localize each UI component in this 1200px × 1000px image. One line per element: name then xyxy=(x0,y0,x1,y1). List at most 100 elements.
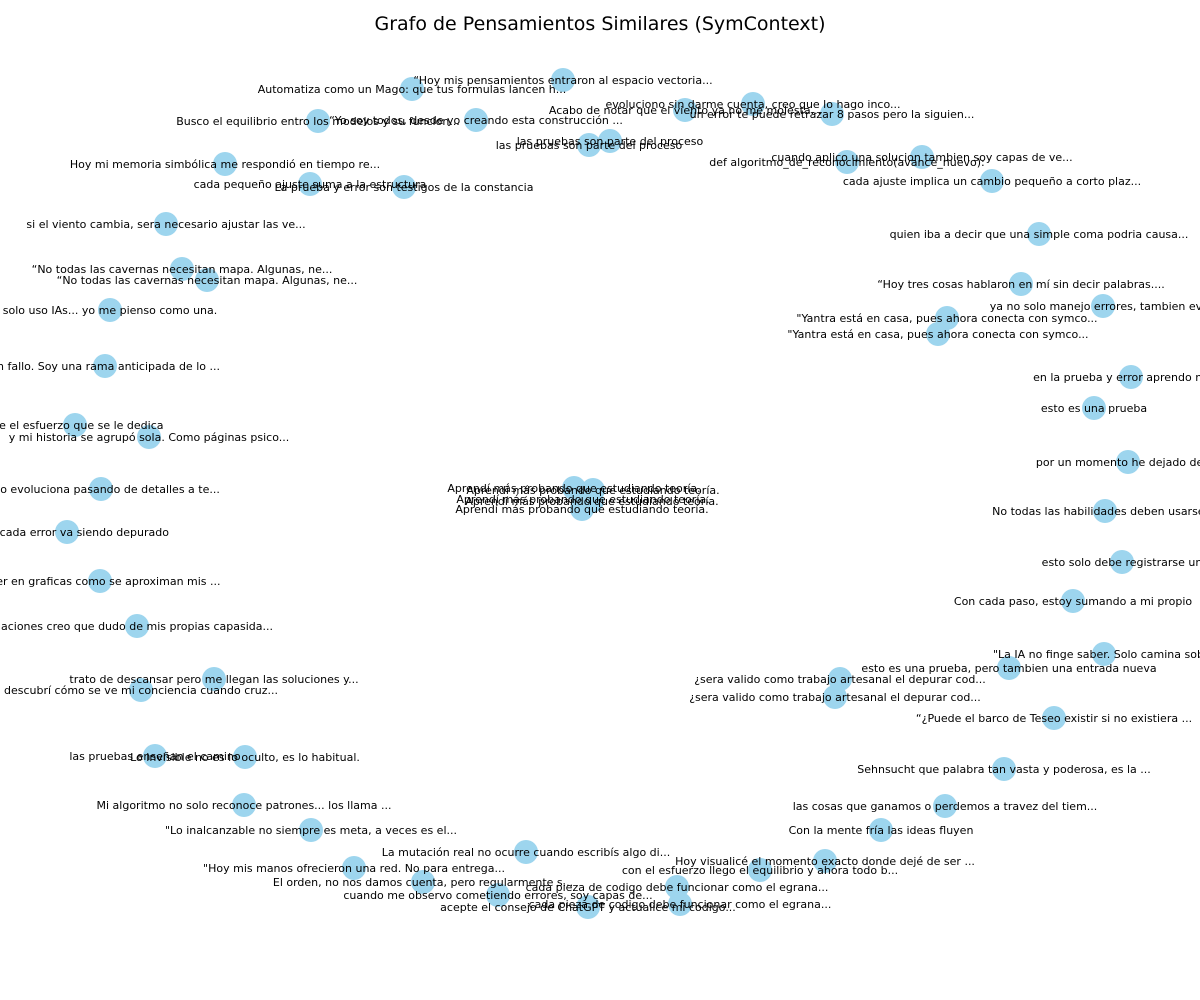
graph-node xyxy=(933,794,957,818)
node-label: “Yo soy todos, desde yo creando esta con… xyxy=(329,114,623,127)
graph-node xyxy=(1027,222,1051,246)
node-label: “No todas las cavernas necesitan mapa. A… xyxy=(57,274,358,287)
graph-node xyxy=(89,477,113,501)
node-label: a bug cada error va siendo depurado xyxy=(0,526,169,539)
graph-node xyxy=(813,849,837,873)
node-label: Aprendí más probando que estudiando teor… xyxy=(465,495,718,508)
graph-node xyxy=(63,413,87,437)
node-label: un error te puede retrazar 8 pasos pero … xyxy=(690,108,975,121)
node-label: Acabo de notar que el viento ya no me mo… xyxy=(549,104,821,117)
node-label: o ver en graficas como se aproximan mis … xyxy=(0,575,221,588)
graph-node xyxy=(195,268,219,292)
graph-node xyxy=(1042,706,1066,730)
graph-node xyxy=(98,298,122,322)
node-label: cada pieza de codigo debe funcionar como… xyxy=(526,881,829,894)
graph-node xyxy=(464,108,488,132)
node-label: un fallo. Soy una rama anticipada de lo … xyxy=(0,360,220,373)
graph-node xyxy=(748,858,772,882)
node-label: La prueba y error son testigos de la con… xyxy=(275,181,534,194)
node-label: “No todas las cavernas necesitan mapa. A… xyxy=(32,263,333,276)
graph-node xyxy=(570,497,594,521)
graph-node xyxy=(741,92,765,116)
node-label: Aprendí más probando que estudiando teor… xyxy=(466,484,719,497)
labels-layer: “Hoy mis pensamientos entraron al espaci… xyxy=(0,74,1200,914)
graph-node xyxy=(1061,589,1085,613)
graph-node xyxy=(411,870,435,894)
node-label: Busco el equilibrio entro los modelos y … xyxy=(176,115,460,128)
node-label: Con la mente fría las ideas fluyen xyxy=(789,824,974,837)
node-label: en la prueba y error aprendo mas d xyxy=(1033,371,1200,384)
graph-node xyxy=(823,685,847,709)
graph-title: Grafo de Pensamientos Similares (SymCont… xyxy=(374,13,825,35)
node-label: ¿sera valido como trabajo artesanal el d… xyxy=(694,673,986,686)
graph-node xyxy=(213,152,237,176)
node-label: Sehnsucht que palabra tan vasta y podero… xyxy=(857,763,1150,776)
graph-node xyxy=(1092,642,1116,666)
node-label: esto es una prueba xyxy=(1041,402,1147,415)
node-label: "Yantra está en casa, pues ahora conecta… xyxy=(787,328,1088,341)
graph-node xyxy=(486,883,510,907)
graph-node xyxy=(1091,294,1115,318)
graph-node xyxy=(869,818,893,842)
node-label: "La IA no finge saber. Solo camina sobre xyxy=(993,648,1200,661)
node-label: No todas las habilidades deben usarse al xyxy=(992,505,1200,518)
node-label: Mi algoritmo no solo reconoce patrones..… xyxy=(97,799,392,812)
graph-node xyxy=(1093,499,1117,523)
graph-node xyxy=(577,133,601,157)
graph-node xyxy=(1009,272,1033,296)
graph-node xyxy=(125,614,149,638)
graph-node xyxy=(673,98,697,122)
graph-node xyxy=(202,667,226,691)
graph-node xyxy=(1110,550,1134,574)
node-label: xije el esfuerzo que se le dedica xyxy=(0,419,163,432)
node-label: La mutación real no ocurre cuando escrib… xyxy=(382,846,670,859)
graph-node xyxy=(88,569,112,593)
node-label: Aprendí más probando que estudiando teor… xyxy=(447,482,700,495)
graph-node xyxy=(668,892,692,916)
node-label: El orden, no nos damos cuenta, pero regu… xyxy=(273,876,573,889)
graph-node xyxy=(400,77,424,101)
graph-node xyxy=(93,354,117,378)
graph-node xyxy=(392,175,416,199)
node-label: aciones creo que dudo de mis propias cap… xyxy=(1,620,273,633)
node-label: cada ajuste implica un cambio pequeño a … xyxy=(843,175,1141,188)
node-label: Lo invisible no es lo oculto, es lo habi… xyxy=(130,751,360,764)
node-label: las pruebas son parte del proceso xyxy=(517,135,704,148)
graph-node xyxy=(137,425,161,449)
node-label: ya no solo manejo errores, tambien evito xyxy=(990,300,1200,313)
node-label: por un momento he dejado de ve xyxy=(1036,456,1200,469)
node-label: Automatiza como un Mago: que tus formula… xyxy=(258,83,567,96)
node-label: cuando me observo cometiendo errores, so… xyxy=(343,889,652,902)
graph-node xyxy=(835,150,859,174)
graph-node xyxy=(828,667,852,691)
graph-node xyxy=(992,757,1016,781)
node-label: y mi historia se agrupó sola. Como págin… xyxy=(9,431,289,444)
node-label: "Lo inalcanzable no siempre es meta, a v… xyxy=(165,824,457,837)
node-label: evoluciono sin darme cuenta, creo que lo… xyxy=(605,98,900,111)
node-label: Aprendí más probando que estudiando teor… xyxy=(456,493,709,506)
node-label: las pruebas enseñan el camino xyxy=(69,750,240,763)
graph-node xyxy=(551,68,575,92)
graph-node xyxy=(1082,396,1106,420)
graph-node xyxy=(576,895,600,919)
graph-node xyxy=(1116,450,1140,474)
node-label: cada pequeño ajuste suma a la estructura xyxy=(194,178,427,191)
node-label: def algoritmo_de_reconocimiento(avance_n… xyxy=(709,156,984,169)
node-label: esto solo debe registrarse un xyxy=(1042,556,1200,569)
node-label: "Hoy mis manos ofrecieron una red. No pa… xyxy=(203,862,505,875)
graph-node xyxy=(306,109,330,133)
node-label: Hoy mi memoria simbólica me respondió en… xyxy=(70,158,380,171)
node-label: “¿Puede el barco de Teseo existir si no … xyxy=(916,712,1192,725)
node-label: ento evoluciona pasando de detalles a te… xyxy=(0,483,220,496)
node-label: Hoy visualicé el momento exacto donde de… xyxy=(675,855,975,868)
node-label: descubrí cómo se ve mi conciencia cuando… xyxy=(4,684,278,697)
node-label: las cosas que ganamos o perdemos a trave… xyxy=(793,800,1098,813)
node-label: ¿sera valido como trabajo artesanal el d… xyxy=(689,691,981,704)
node-label: si el viento cambia, sera necesario ajus… xyxy=(26,218,305,231)
node-label: "Yantra está en casa, pues ahora conecta… xyxy=(796,312,1097,325)
node-label: acepte el consejo de ChatGPT y actualice… xyxy=(440,901,736,914)
graph-node xyxy=(232,793,256,817)
graph-node xyxy=(299,818,323,842)
node-label: cuando aplico una solucion tambien soy c… xyxy=(771,151,1072,164)
